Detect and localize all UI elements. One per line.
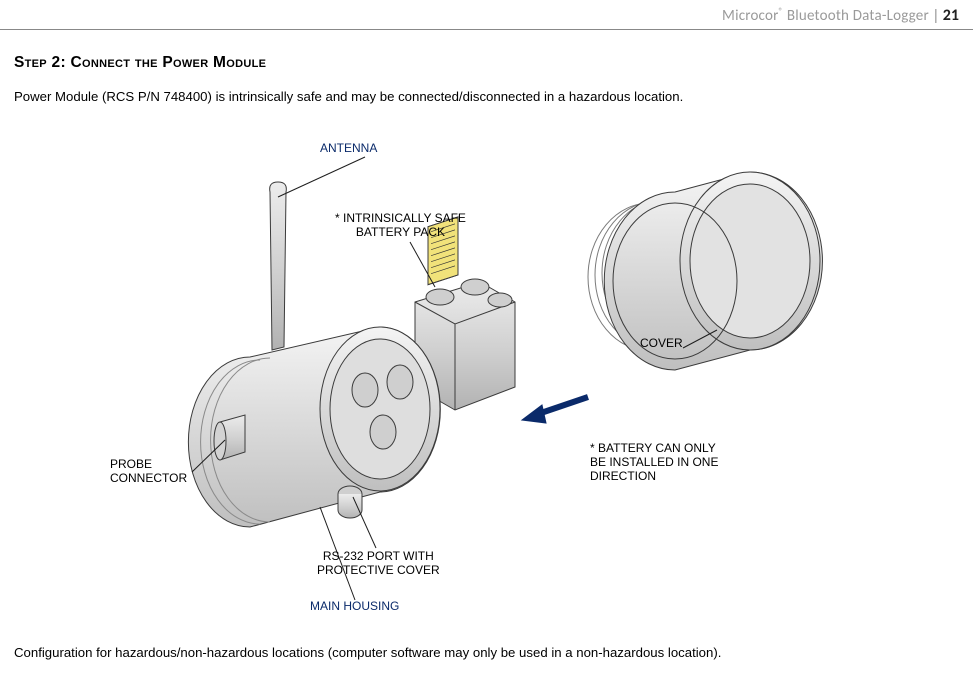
label-rs232: RS-232 PORT WITH PROTECTIVE COVER [317, 550, 440, 578]
leader-antenna [278, 157, 365, 197]
label-probe-l1: PROBE [110, 457, 152, 471]
header-title-prefix: Microcor [722, 7, 778, 25]
header-title-suffix: Bluetooth Data-Logger [783, 7, 929, 25]
label-battery-dir-l2: BE INSTALLED IN ONE [590, 455, 718, 469]
label-battery-pack-l1: * INTRINSICALLY SAFE [335, 211, 466, 225]
assembly-arrow-icon [522, 397, 588, 423]
leader-rs232 [353, 497, 376, 548]
label-battery-pack: * INTRINSICALLY SAFE BATTERY PACK [335, 212, 466, 240]
page-header: Microcor® Bluetooth Data-Logger | 21 [0, 6, 973, 30]
label-battery-dir-l1: * BATTERY CAN ONLY [590, 441, 716, 455]
label-rs232-l2: PROTECTIVE COVER [317, 563, 440, 577]
label-battery-direction: * BATTERY CAN ONLY BE INSTALLED IN ONE D… [590, 442, 718, 483]
label-antenna: ANTENNA [320, 142, 377, 156]
step-heading: Step 2: Connect the Power Module [14, 54, 266, 72]
exploded-view-figure: ANTENNA * INTRINSICALLY SAFE BATTERY PAC… [110, 132, 860, 624]
label-main-housing: MAIN HOUSING [310, 600, 399, 614]
page: Microcor® Bluetooth Data-Logger | 21 Ste… [0, 0, 973, 692]
label-battery-pack-l2: BATTERY PACK [356, 225, 445, 239]
label-cover: COVER [640, 337, 683, 351]
header-title: Microcor® Bluetooth Data-Logger [722, 6, 929, 25]
cover-part [588, 172, 822, 370]
closing-paragraph: Configuration for hazardous/non-hazardou… [14, 644, 721, 662]
figure-svg [110, 132, 860, 624]
intro-paragraph: Power Module (RCS P/N 748400) is intrins… [14, 88, 683, 106]
label-probe-connector: PROBE CONNECTOR [110, 458, 187, 486]
header-separator: | [929, 7, 943, 24]
label-rs232-l1: RS-232 PORT WITH [323, 549, 434, 563]
label-battery-dir-l3: DIRECTION [590, 469, 656, 483]
header-page-number: 21 [943, 6, 959, 25]
label-probe-l2: CONNECTOR [110, 471, 187, 485]
